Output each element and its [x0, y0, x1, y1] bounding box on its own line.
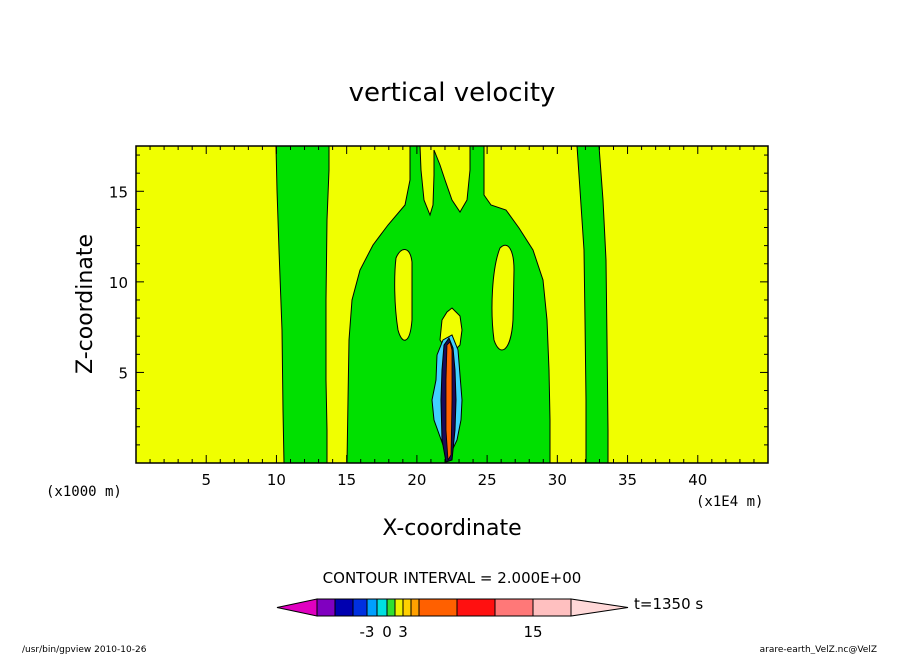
x-tick-label: 10 [267, 471, 286, 489]
x-tick-label: 30 [548, 471, 567, 489]
colorbar-swatch [386, 598, 396, 617]
colorbar: -3 0 3 15 [276, 598, 629, 641]
y-axis-label: Z-coordinate [73, 234, 98, 374]
positive-region-right [576, 146, 609, 463]
colorbar-swatch [334, 598, 354, 617]
positive-region-center [346, 146, 551, 463]
footer-right: arare-earth_VelZ.nc@VelZ [760, 645, 877, 654]
x-tick-label: 25 [478, 471, 497, 489]
colorbar-swatch [352, 598, 368, 617]
y-tick-label: 5 [118, 364, 128, 382]
colorbar-tick-label: -3 [360, 623, 375, 641]
colorbar-tick-label: 3 [398, 623, 408, 641]
colorbar-swatch [532, 598, 572, 617]
colorbar-swatch [410, 598, 420, 617]
x-scale-right-label: (x1E4 m) [696, 494, 763, 510]
footer-left: /usr/bin/gpview 2010-10-26 [22, 645, 147, 654]
y-tick-label: 10 [109, 274, 128, 292]
colorbar-swatch [316, 598, 336, 617]
positive-core-core [445, 341, 453, 462]
colorbar-swatch [418, 598, 458, 617]
colorbar-swatch [366, 598, 378, 617]
colorbar-swatch [456, 598, 496, 617]
colorbar-min-arrow [276, 598, 318, 617]
x-axis-label: X-coordinate [382, 516, 521, 541]
colorbar-swatch [494, 598, 534, 617]
axes: 5 10 15 20 25 30 35 40 5 10 15 [109, 146, 768, 489]
time-label: t=1350 s [634, 595, 703, 613]
x-tick-label: 20 [407, 471, 426, 489]
colorbar-tick-label: 15 [523, 623, 542, 641]
colorbar-tick-label: 0 [382, 623, 392, 641]
x-tick-label: 35 [618, 471, 637, 489]
colorbar-swatch [402, 598, 412, 617]
chart-title: vertical velocity [349, 78, 556, 108]
x-tick-label: 40 [688, 471, 707, 489]
plot-area [136, 146, 768, 463]
x-tick-label: 5 [201, 471, 211, 489]
y-tick-label: 15 [109, 183, 128, 201]
colorbar-swatch [394, 598, 404, 617]
contour-interval-label: CONTOUR INTERVAL = 2.000E+00 [323, 569, 582, 587]
colorbar-max-arrow [570, 598, 629, 617]
x-scale-left-label: (x1000 m) [46, 484, 122, 500]
colorbar-swatch [376, 598, 388, 617]
positive-region-left [275, 146, 330, 463]
x-tick-label: 15 [337, 471, 356, 489]
plot-frame [135, 145, 769, 464]
